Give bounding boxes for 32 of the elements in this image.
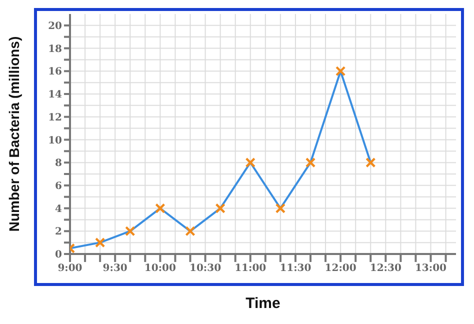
y-tick-label: 16 — [48, 66, 62, 78]
x-tick-label: 10:30 — [190, 263, 222, 274]
x-tick-label: 11:30 — [280, 263, 312, 274]
x-axis-title: Time — [246, 295, 280, 312]
y-tick-label: 4 — [55, 204, 62, 215]
x-tick-label: 10:00 — [144, 263, 176, 274]
y-tick-label: 18 — [48, 44, 62, 55]
point — [94, 237, 106, 248]
y-tick-label: 2 — [55, 226, 62, 238]
y-tick-label: 10 — [48, 135, 62, 146]
y-tick-label: 14 — [48, 90, 62, 101]
point — [125, 226, 136, 236]
x-tick-label: 11:00 — [234, 263, 266, 274]
point — [366, 157, 376, 168]
y-tick-label: 12 — [48, 112, 62, 124]
point — [305, 157, 316, 168]
y-tick-label: 8 — [55, 158, 62, 170]
point — [185, 226, 196, 236]
x-tick-label: 13:00 — [414, 263, 447, 274]
x-tick-label: 9:00 — [58, 263, 82, 274]
point — [155, 203, 166, 214]
x-tick-label: 12:30 — [370, 263, 402, 274]
y-tick-label: 20 — [48, 20, 62, 32]
y-axis-title: Number of Bacteria (millions) — [6, 36, 22, 232]
x-tick-label: 9:30 — [102, 263, 128, 274]
point — [245, 157, 256, 168]
y-tick-label: 0 — [55, 250, 62, 261]
point — [335, 66, 346, 76]
x-tick-label: 12:00 — [324, 263, 356, 274]
point — [275, 203, 286, 214]
point — [215, 203, 226, 214]
y-tick-label: 6 — [55, 180, 62, 192]
